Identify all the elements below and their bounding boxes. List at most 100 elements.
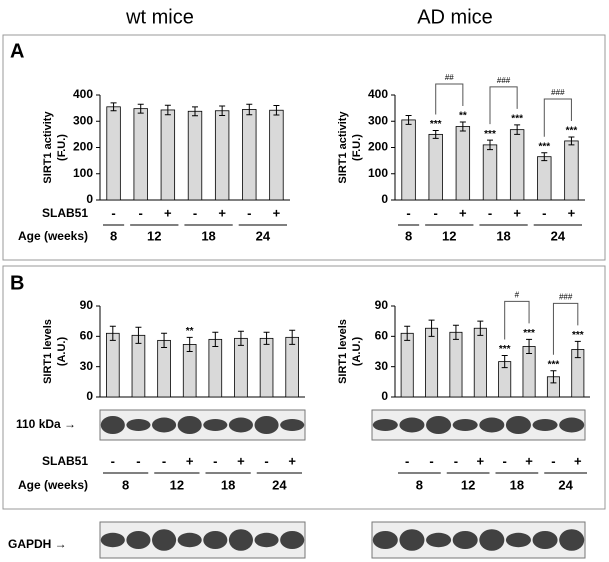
error-bar — [452, 324, 459, 340]
y-tick-label: 300 — [368, 113, 388, 127]
y-tick-label: 300 — [73, 113, 93, 127]
treatment-label: - — [406, 205, 410, 220]
age-label: 12 — [442, 228, 456, 243]
treatment-label: - — [488, 205, 492, 220]
error-bar — [263, 331, 270, 345]
blot-band — [100, 532, 125, 548]
blot-band — [280, 531, 305, 549]
y-tick-label: 60 — [375, 329, 389, 343]
bar — [131, 334, 146, 398]
significance: ** — [186, 326, 194, 337]
panel-frame — [2, 265, 606, 510]
age-label: 12 — [170, 477, 184, 492]
comparison-bracket — [435, 83, 464, 115]
blot-band — [254, 532, 279, 548]
y-tick-label: 30 — [375, 359, 389, 373]
blot-band — [452, 419, 478, 431]
bar — [269, 109, 284, 201]
blot-band — [152, 417, 177, 433]
comparison-bracket — [543, 98, 572, 137]
treatment-label: + — [218, 205, 226, 220]
blot-band — [372, 531, 398, 549]
bar — [106, 106, 121, 201]
y-axis-label: (F.U.) — [351, 134, 363, 161]
bar — [187, 110, 203, 201]
error-bar — [568, 136, 575, 146]
error-bar — [246, 103, 253, 116]
error-bar — [289, 329, 296, 345]
blot-band — [426, 532, 452, 548]
significance: *** — [566, 126, 578, 137]
blot-band — [559, 417, 585, 433]
blot-band — [479, 529, 505, 551]
age-label: 24 — [256, 228, 271, 243]
age-label: 8 — [405, 228, 412, 243]
blot-band — [372, 419, 398, 431]
treatment-label: + — [568, 205, 576, 220]
error-bar — [404, 325, 411, 341]
age-label: 12 — [147, 228, 161, 243]
comparison-label: ### — [497, 76, 511, 85]
treatment-label: - — [434, 205, 438, 220]
y-tick-label: 60 — [80, 329, 94, 343]
treatment-label: - — [162, 453, 166, 468]
blot-band — [426, 416, 452, 434]
error-bar — [109, 325, 116, 341]
y-tick-label: 100 — [368, 166, 388, 180]
bar — [449, 331, 463, 398]
y-tick-label: 90 — [375, 298, 389, 312]
comparison-label: # — [515, 290, 520, 299]
bar — [133, 108, 148, 201]
bar — [234, 337, 248, 398]
blot-band — [254, 416, 279, 434]
blot-band — [479, 417, 505, 433]
error-bar — [137, 103, 144, 114]
y-tick-label: 0 — [381, 389, 388, 403]
age-label: 18 — [221, 477, 235, 492]
y-axis-label: SIRT1 activity — [42, 111, 54, 184]
treatment-label: - — [542, 205, 546, 220]
error-bar — [237, 330, 244, 346]
age-label: 18 — [201, 228, 215, 243]
error-bar — [273, 105, 280, 116]
treatment-label: + — [164, 205, 172, 220]
blot-band — [203, 531, 228, 549]
blot-band — [177, 416, 202, 434]
treatment-label: + — [513, 205, 521, 220]
bar — [425, 327, 439, 398]
error-bar — [219, 105, 226, 116]
bar — [214, 110, 230, 201]
bar — [455, 126, 471, 201]
treatment-label: - — [503, 453, 507, 468]
age-label: 8 — [416, 477, 423, 492]
blot-band — [152, 529, 177, 551]
treatment-label: - — [405, 453, 409, 468]
error-bar — [135, 326, 142, 344]
bar — [537, 156, 552, 201]
bar — [106, 332, 120, 398]
treatment-label: + — [237, 453, 245, 468]
y-tick-label: 0 — [86, 192, 93, 206]
error-bar — [459, 121, 466, 132]
bar — [482, 144, 498, 201]
blot-band — [452, 531, 478, 549]
significance: *** — [511, 114, 523, 125]
y-axis-label: (A.U.) — [56, 337, 68, 367]
blot-band — [399, 529, 425, 551]
error-bar — [501, 355, 508, 369]
comparison-label: ### — [559, 292, 573, 301]
bar — [157, 339, 171, 398]
blot-band — [126, 419, 151, 431]
y-tick-label: 0 — [381, 192, 388, 206]
y-tick-label: 400 — [368, 87, 388, 101]
row-label: SLAB51 — [42, 206, 88, 220]
row-label: Age (weeks) — [18, 229, 88, 243]
age-label: 24 — [558, 477, 573, 492]
blot-band — [505, 416, 531, 434]
error-bar — [428, 319, 435, 337]
error-bar — [487, 139, 493, 151]
y-tick-label: 90 — [80, 298, 94, 312]
y-tick-label: 400 — [73, 87, 93, 101]
treatment-label: - — [111, 453, 115, 468]
